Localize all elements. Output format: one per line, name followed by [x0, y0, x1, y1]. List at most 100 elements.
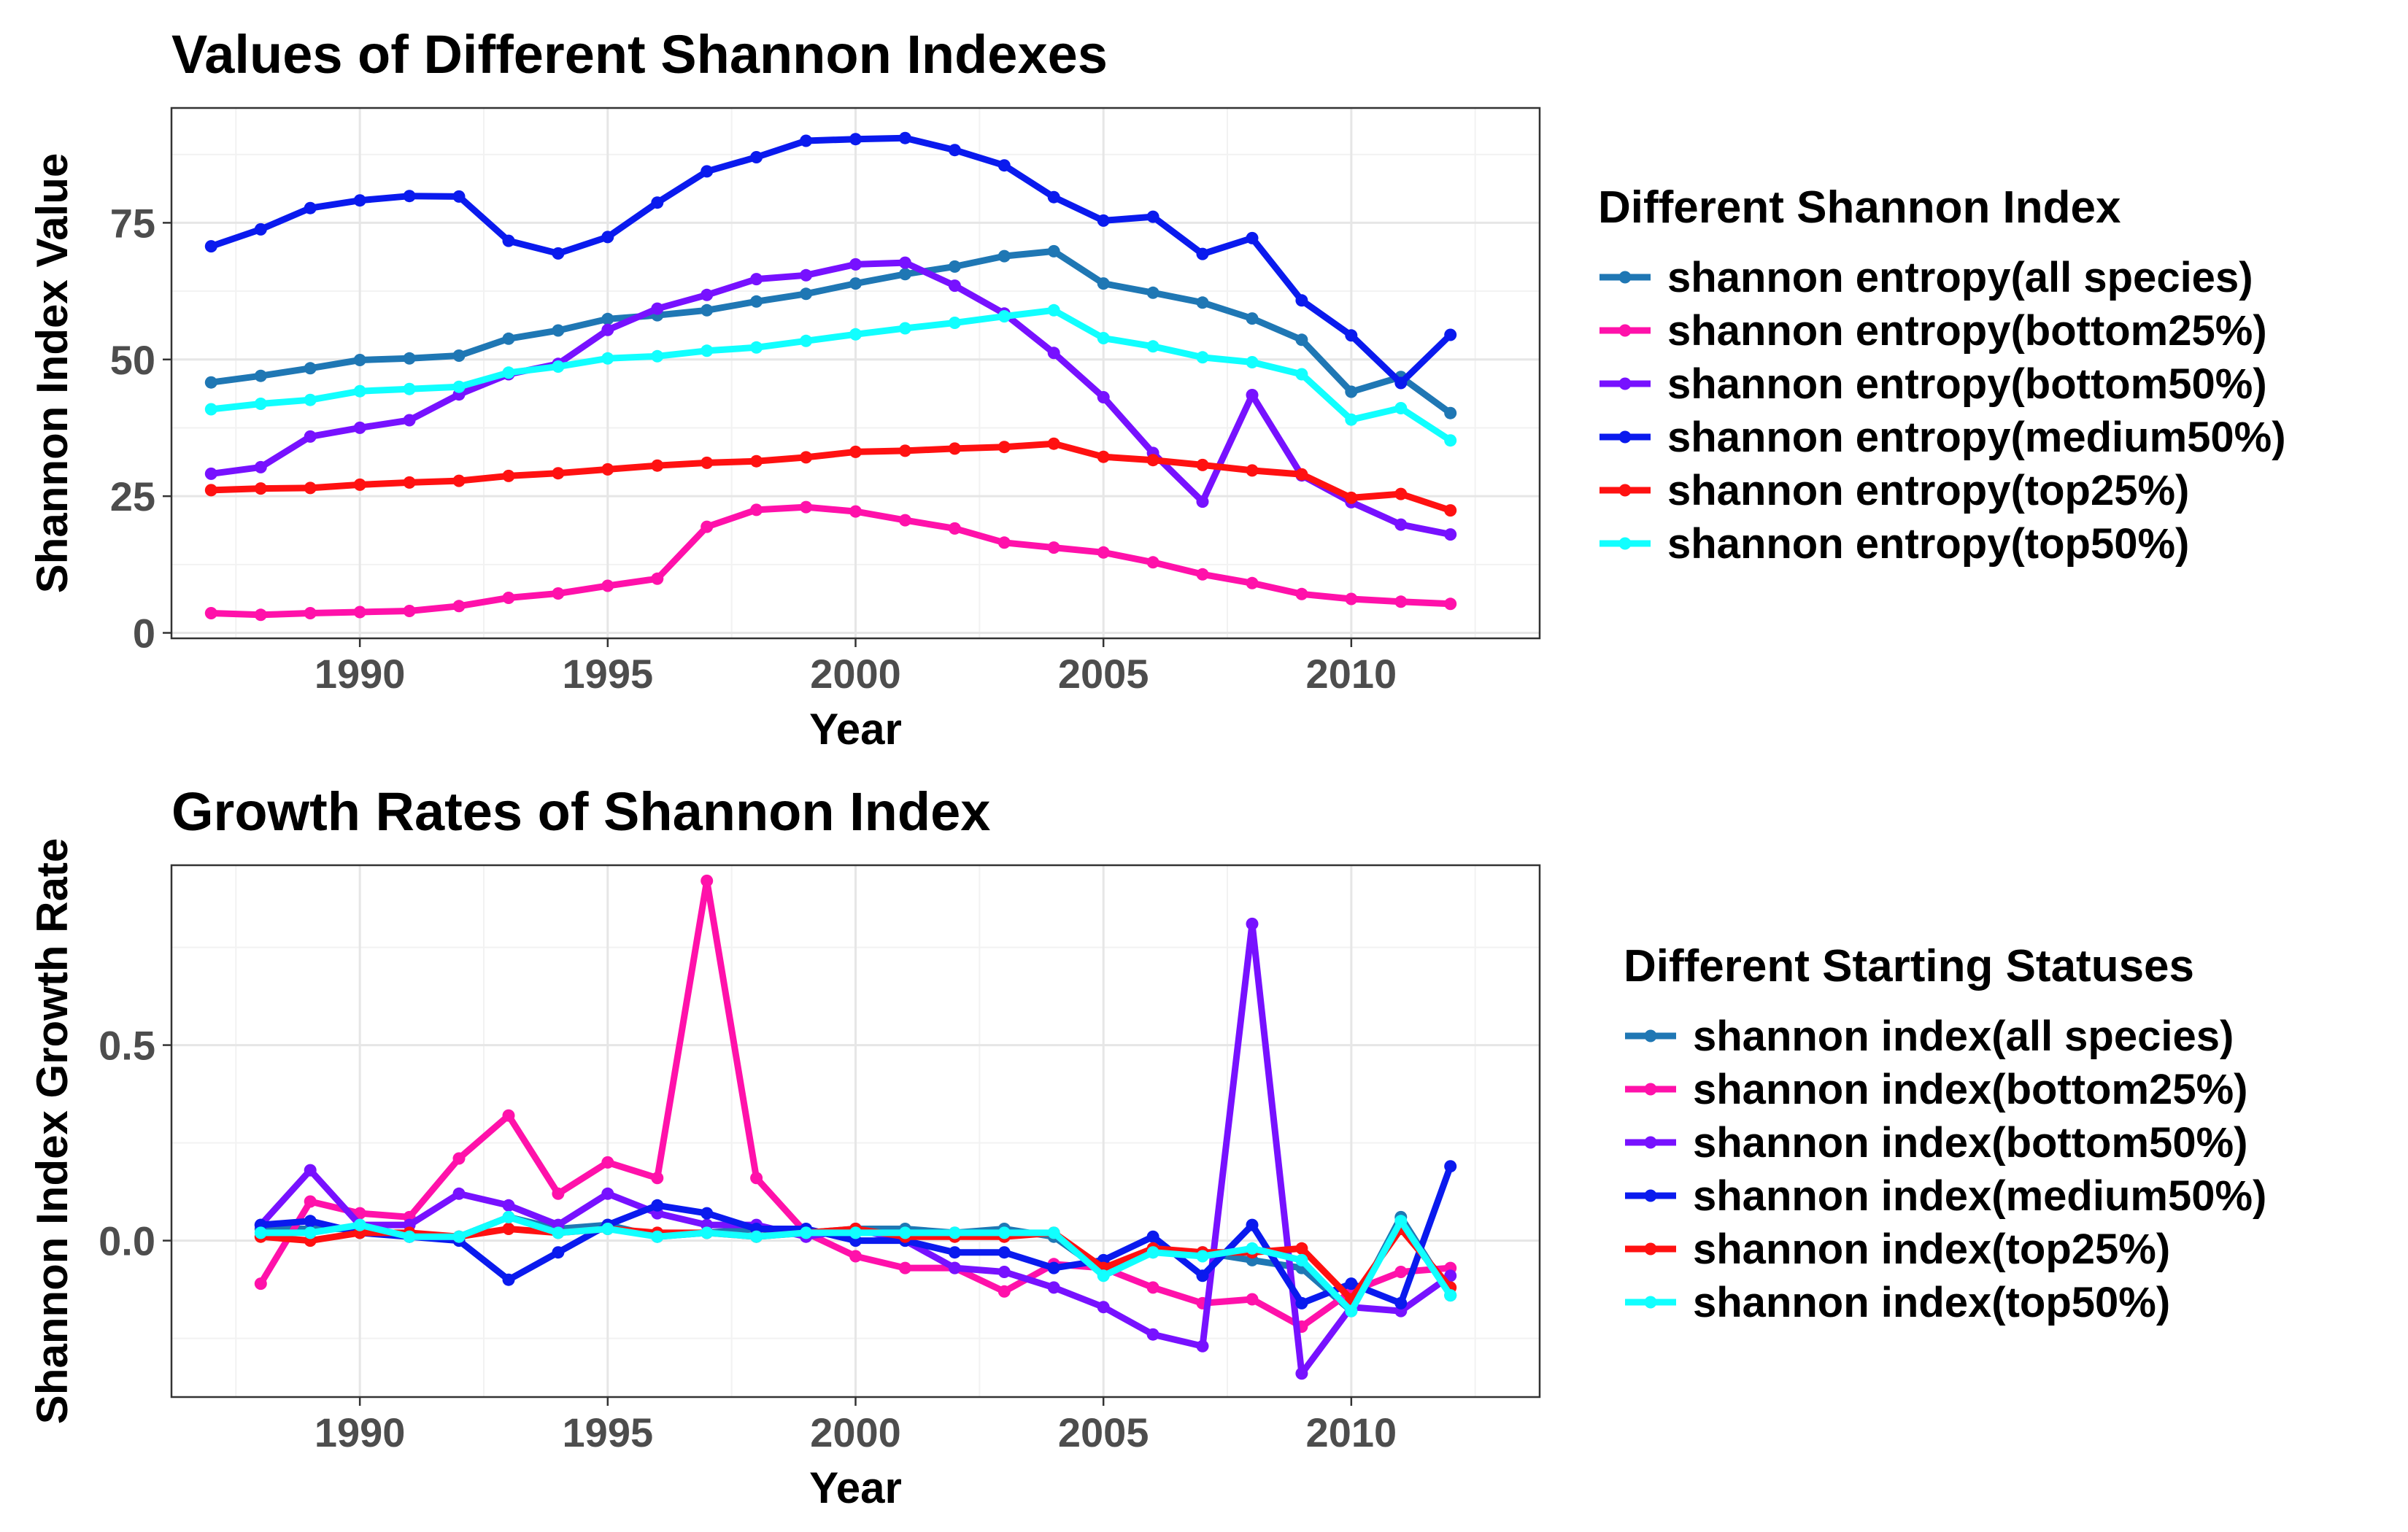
legend-item: shannon index(top50%)	[1625, 1279, 2170, 1326]
chart-title: Values of Different Shannon Indexes	[171, 24, 1108, 85]
data-point	[1295, 1367, 1308, 1380]
data-point	[502, 1109, 515, 1122]
data-point	[304, 1195, 317, 1208]
data-point	[750, 295, 763, 308]
data-point	[750, 1230, 763, 1243]
y-tick-label: 0	[133, 611, 155, 657]
data-point	[1047, 1281, 1060, 1294]
data-point	[304, 607, 317, 619]
data-point	[502, 1199, 515, 1212]
data-point	[204, 484, 217, 497]
data-point	[898, 444, 911, 457]
legend-label: shannon entropy(top25%)	[1667, 467, 2189, 514]
legend-label: shannon index(top25%)	[1693, 1226, 2170, 1273]
data-point	[353, 1207, 366, 1220]
data-point	[1246, 231, 1259, 244]
data-point	[800, 268, 813, 282]
data-point	[601, 579, 614, 592]
data-point	[1146, 210, 1159, 223]
data-point	[1345, 592, 1358, 606]
data-point	[651, 302, 664, 315]
data-point	[701, 303, 714, 317]
data-point	[898, 1226, 911, 1239]
data-point	[254, 482, 267, 495]
data-point	[849, 1250, 862, 1263]
data-point	[1295, 1242, 1308, 1255]
data-point	[997, 1285, 1011, 1298]
data-point	[1146, 1246, 1159, 1259]
data-point	[1394, 595, 1408, 608]
data-point	[800, 134, 813, 147]
legend-key-point	[1644, 1029, 1657, 1042]
data-point	[898, 514, 911, 527]
data-point	[1097, 277, 1110, 290]
data-point	[1246, 464, 1259, 477]
data-point	[204, 240, 217, 253]
data-point	[750, 273, 763, 286]
series-line	[207, 247, 1454, 417]
data-point	[254, 223, 267, 236]
x-tick-label: 2010	[1306, 1409, 1397, 1455]
data-point	[552, 247, 565, 260]
data-point	[1394, 376, 1408, 390]
data-point	[651, 459, 664, 472]
y-tick-label: 75	[110, 200, 155, 246]
legend-label: shannon entropy(bottom50%)	[1667, 360, 2267, 408]
legend-key-point	[1618, 324, 1632, 337]
legend-item: shannon entropy(medium50%)	[1599, 414, 2286, 461]
data-point	[1146, 556, 1159, 569]
data-point	[701, 165, 714, 178]
data-point	[254, 608, 267, 622]
data-point	[452, 1230, 466, 1243]
legend-label: shannon index(bottom25%)	[1693, 1066, 2247, 1113]
x-tick-label: 1995	[563, 651, 654, 697]
data-point	[304, 1215, 317, 1228]
data-point	[1345, 329, 1358, 342]
data-point	[204, 403, 217, 416]
data-point	[1196, 1339, 1209, 1353]
data-point	[1146, 286, 1159, 299]
data-point	[1246, 917, 1259, 930]
data-point	[1196, 1269, 1209, 1283]
data-point	[701, 520, 714, 533]
data-point	[601, 231, 614, 244]
data-point	[997, 249, 1011, 263]
data-point	[452, 380, 466, 393]
data-point	[403, 382, 416, 395]
data-point	[997, 536, 1011, 549]
data-point	[1246, 389, 1259, 401]
data-point	[997, 441, 1011, 454]
data-point	[948, 144, 961, 157]
legend-item: shannon entropy(bottom50%)	[1599, 360, 2267, 408]
data-point	[1295, 333, 1308, 347]
legend-item: shannon index(bottom50%)	[1625, 1119, 2247, 1167]
data-point	[948, 442, 961, 455]
data-point	[1295, 468, 1308, 481]
data-point	[254, 460, 267, 473]
data-point	[353, 194, 366, 207]
data-point	[898, 322, 911, 335]
data-point	[701, 874, 714, 887]
data-point	[1196, 247, 1209, 260]
data-point	[1047, 541, 1060, 554]
legend-item: shannon entropy(bottom25%)	[1599, 307, 2267, 355]
data-point	[1345, 1304, 1358, 1318]
legend-item: shannon index(all species)	[1625, 1013, 2234, 1060]
legend-label: shannon index(top50%)	[1693, 1279, 2170, 1326]
data-point	[304, 201, 317, 214]
data-point	[601, 352, 614, 365]
data-point	[601, 312, 614, 325]
series-shannon-index-bottom25	[254, 874, 1457, 1333]
legend-item: shannon entropy(top50%)	[1599, 520, 2189, 568]
data-point	[1097, 332, 1110, 344]
legend-key-point	[1618, 377, 1632, 390]
data-point	[204, 467, 217, 480]
data-point	[353, 421, 366, 434]
data-point	[304, 1226, 317, 1239]
series-shannon-entropy-bottom50	[204, 256, 1457, 541]
data-point	[1246, 1242, 1259, 1255]
data-point	[502, 1210, 515, 1223]
data-point	[750, 454, 763, 468]
data-point	[353, 1218, 366, 1231]
legend: Different Shannon Index shannon entropy(a…	[1598, 182, 2286, 568]
